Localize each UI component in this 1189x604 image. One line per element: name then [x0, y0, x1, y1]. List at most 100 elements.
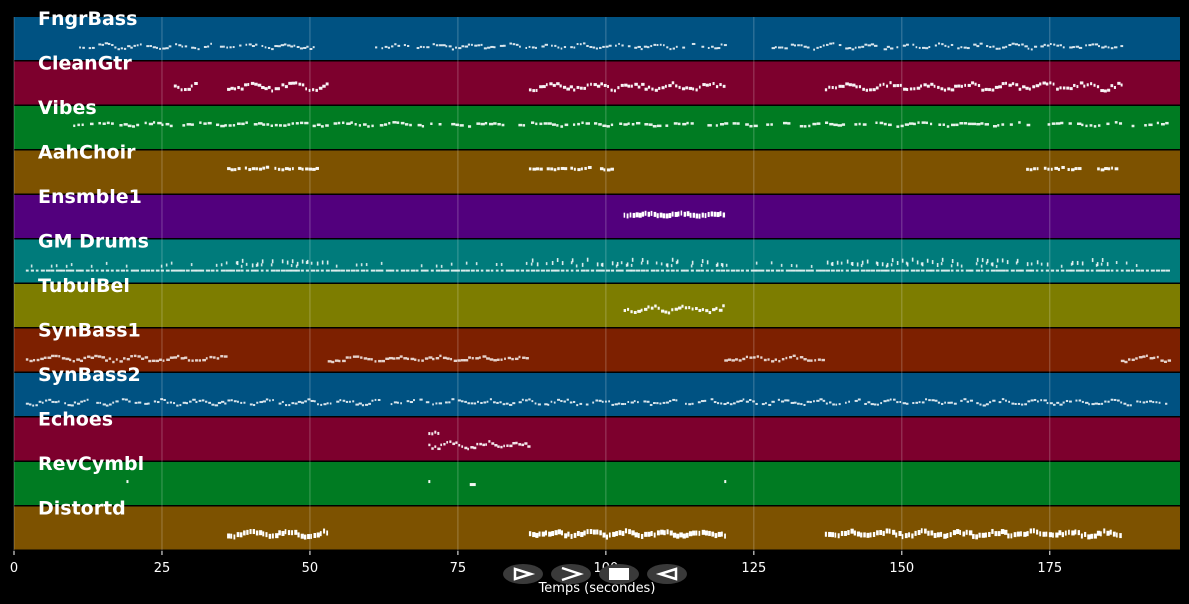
note [98, 43, 102, 46]
note [355, 269, 360, 272]
note [1036, 167, 1039, 171]
next-button[interactable] [551, 564, 591, 584]
note [1120, 45, 1124, 48]
note [1036, 529, 1039, 535]
note [645, 269, 649, 272]
note [830, 269, 835, 272]
play-button[interactable] [503, 564, 543, 584]
note [1113, 85, 1116, 89]
prev-button[interactable] [647, 564, 687, 584]
note [1146, 354, 1148, 357]
note [33, 358, 36, 362]
note [305, 269, 309, 272]
note [715, 269, 721, 272]
note [1156, 355, 1159, 359]
note [911, 533, 914, 539]
note [596, 529, 599, 535]
note [824, 531, 827, 537]
note [379, 124, 384, 127]
note [551, 123, 556, 126]
note [163, 398, 166, 401]
note [315, 88, 318, 92]
note [719, 123, 724, 126]
note [620, 83, 624, 87]
note [409, 401, 413, 404]
stop-button[interactable] [599, 564, 639, 584]
note [557, 529, 561, 535]
note [495, 269, 499, 272]
note [1059, 403, 1063, 406]
note [207, 45, 210, 48]
note [979, 42, 983, 45]
note [335, 264, 338, 268]
note [1098, 45, 1100, 48]
note [991, 528, 994, 534]
note [1048, 532, 1052, 538]
note [312, 124, 316, 128]
note [551, 530, 555, 536]
note [674, 211, 678, 217]
note [509, 403, 513, 406]
note [483, 401, 487, 404]
note [966, 47, 970, 50]
note [867, 44, 871, 47]
note [947, 401, 951, 404]
note [700, 263, 703, 267]
note [1059, 86, 1062, 90]
note [813, 400, 815, 403]
note [1088, 403, 1090, 406]
reverse-play-icon [655, 567, 678, 581]
note [603, 168, 606, 172]
note [224, 402, 227, 405]
note [659, 402, 662, 405]
note [908, 122, 914, 125]
note [1035, 269, 1039, 272]
note [792, 354, 796, 357]
note [1011, 402, 1015, 405]
note [284, 529, 287, 535]
note [473, 402, 477, 405]
note [261, 44, 264, 47]
note [1062, 86, 1066, 90]
note [883, 48, 888, 51]
note [1100, 269, 1106, 272]
note [795, 264, 798, 268]
note [715, 263, 718, 267]
note [271, 259, 274, 264]
note [1013, 532, 1017, 538]
note [643, 400, 647, 403]
note [615, 531, 618, 537]
note [662, 213, 666, 219]
note [243, 530, 246, 536]
note [778, 359, 781, 363]
note [1076, 122, 1082, 126]
note [536, 262, 539, 267]
note [573, 88, 576, 92]
note [1068, 529, 1070, 535]
note [455, 123, 459, 127]
note [610, 269, 615, 272]
note [664, 310, 668, 314]
note [658, 86, 661, 90]
note [836, 260, 839, 265]
note [1131, 124, 1135, 128]
note [1036, 260, 1039, 265]
note [822, 44, 825, 47]
note [931, 260, 934, 265]
note [362, 123, 367, 126]
note [1149, 357, 1154, 360]
note [409, 123, 412, 127]
note [1055, 532, 1059, 538]
note [371, 399, 374, 402]
note [566, 398, 569, 401]
note [512, 402, 516, 405]
note [1007, 533, 1010, 539]
note [399, 355, 403, 358]
note [650, 306, 654, 310]
note [365, 269, 369, 272]
note [443, 442, 446, 446]
note [400, 402, 402, 405]
note [494, 444, 498, 447]
note [698, 85, 701, 89]
note [1079, 81, 1084, 85]
